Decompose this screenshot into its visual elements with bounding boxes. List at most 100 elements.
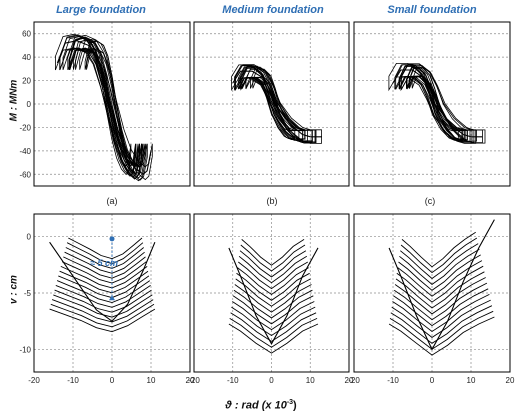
annotation-label: ≈ 5 cm bbox=[90, 258, 118, 268]
series-loop bbox=[63, 256, 146, 279]
bottom-y-axis-label: v : cm bbox=[8, 275, 20, 304]
series-loop bbox=[55, 284, 151, 308]
y-tick-label: -40 bbox=[19, 147, 31, 156]
series-envelope bbox=[49, 241, 156, 322]
series-loop bbox=[237, 267, 309, 296]
series-loop bbox=[239, 250, 307, 278]
panel-c bbox=[353, 21, 511, 187]
panel-frame bbox=[193, 21, 350, 187]
series-loop bbox=[60, 265, 148, 289]
series-loop bbox=[392, 293, 490, 333]
title-small-foundation: Small foundation bbox=[387, 4, 477, 16]
x-tick-label: -20 bbox=[28, 376, 40, 385]
series-loop bbox=[230, 312, 317, 342]
y-tick-label: 0 bbox=[27, 100, 32, 109]
x-tick-label: 20 bbox=[345, 376, 354, 385]
series-loop bbox=[240, 244, 306, 272]
series-loop bbox=[229, 317, 318, 348]
panel-d: -10 -5 0 -20 -10 0 10 20 ≈ 5 cm bbox=[19, 213, 195, 385]
series-loop bbox=[66, 242, 144, 265]
panel-b bbox=[193, 21, 350, 187]
series-envelope bbox=[56, 40, 152, 176]
series-loop bbox=[398, 254, 481, 291]
series-envelope bbox=[232, 70, 322, 138]
x-tick-label: -10 bbox=[387, 376, 399, 385]
series-loop bbox=[228, 323, 319, 354]
x-tick-label: 20 bbox=[186, 376, 195, 385]
series-loop bbox=[395, 271, 485, 309]
x-tick-label: 0 bbox=[110, 376, 115, 385]
panel-frame bbox=[353, 213, 511, 373]
series-loop bbox=[232, 301, 315, 331]
panel-e: -20 -10 0 10 20 bbox=[188, 213, 354, 385]
series-envelope bbox=[228, 247, 319, 345]
series-loop bbox=[50, 303, 155, 328]
series-loop bbox=[236, 272, 310, 301]
series-loop bbox=[396, 265, 484, 303]
x-tick-label: 0 bbox=[269, 376, 274, 385]
series-loop bbox=[49, 308, 156, 333]
series-loop bbox=[65, 247, 144, 269]
y-tick-label: 0 bbox=[27, 233, 32, 242]
series-loop bbox=[400, 237, 478, 274]
x-tick-label: 20 bbox=[506, 376, 515, 385]
series-loop bbox=[401, 231, 476, 268]
series-loop bbox=[391, 299, 491, 338]
x-tick-label: 10 bbox=[306, 376, 315, 385]
x-axis-label-exponent: -3 bbox=[286, 399, 294, 406]
series-loop bbox=[393, 282, 488, 321]
y-tick-label: -60 bbox=[19, 170, 31, 179]
series-loop bbox=[399, 64, 473, 142]
x-tick-label: 10 bbox=[147, 376, 156, 385]
series-loop bbox=[400, 243, 479, 280]
x-tick-label: 10 bbox=[467, 376, 476, 385]
panel-frame bbox=[33, 213, 191, 373]
series-loop bbox=[397, 260, 483, 297]
x-tick-label: -20 bbox=[188, 376, 200, 385]
x-axis-label-close: ) bbox=[293, 399, 297, 412]
panel-frame bbox=[193, 213, 350, 373]
x-tick-label: -10 bbox=[227, 376, 239, 385]
series-loop bbox=[241, 239, 305, 266]
x-tick-label: -10 bbox=[67, 376, 79, 385]
x-axis-label: ϑ : rad (x 10-3) bbox=[0, 399, 522, 412]
y-tick-label: -20 bbox=[19, 123, 31, 132]
series-loop bbox=[238, 261, 309, 290]
panel-frame bbox=[353, 21, 511, 187]
series-loop bbox=[51, 299, 154, 323]
series-loop bbox=[235, 278, 311, 307]
panel-frame bbox=[33, 21, 191, 187]
series-loop bbox=[390, 305, 493, 344]
sublabel-c: (c) bbox=[424, 196, 436, 206]
x-tick-label: 0 bbox=[430, 376, 435, 385]
series-envelope bbox=[388, 219, 495, 351]
series-loop bbox=[59, 270, 149, 294]
series-loop bbox=[233, 289, 313, 319]
series-loop bbox=[59, 34, 148, 181]
series-loop bbox=[393, 288, 489, 327]
series-loop bbox=[61, 261, 147, 284]
series-envelope bbox=[392, 69, 483, 138]
series-loop bbox=[68, 237, 143, 260]
title-medium-foundation: Medium foundation bbox=[222, 4, 324, 16]
series-loop bbox=[235, 64, 317, 144]
panel-a: -60 -40 -20 0 20 40 60 bbox=[19, 21, 191, 187]
series-loop bbox=[388, 316, 495, 356]
series-loop bbox=[64, 251, 145, 274]
title-large-foundation: Large foundation bbox=[56, 4, 146, 16]
series-loop bbox=[389, 310, 494, 350]
annotation-dot bbox=[109, 236, 115, 242]
sublabel-a: (a) bbox=[106, 196, 118, 206]
annotation-arrowhead bbox=[109, 295, 115, 301]
sublabel-b: (b) bbox=[266, 196, 278, 206]
y-tick-label: -10 bbox=[19, 345, 31, 354]
panel-f: -20 -10 0 10 20 bbox=[348, 213, 515, 385]
series-loop bbox=[231, 306, 316, 337]
y-tick-label: 20 bbox=[22, 77, 31, 86]
top-y-axis-label: M : MNm bbox=[8, 79, 20, 122]
series-loop bbox=[400, 63, 486, 144]
series-loop bbox=[234, 64, 322, 144]
y-tick-label: 60 bbox=[22, 30, 31, 39]
y-tick-label: 40 bbox=[22, 53, 31, 62]
